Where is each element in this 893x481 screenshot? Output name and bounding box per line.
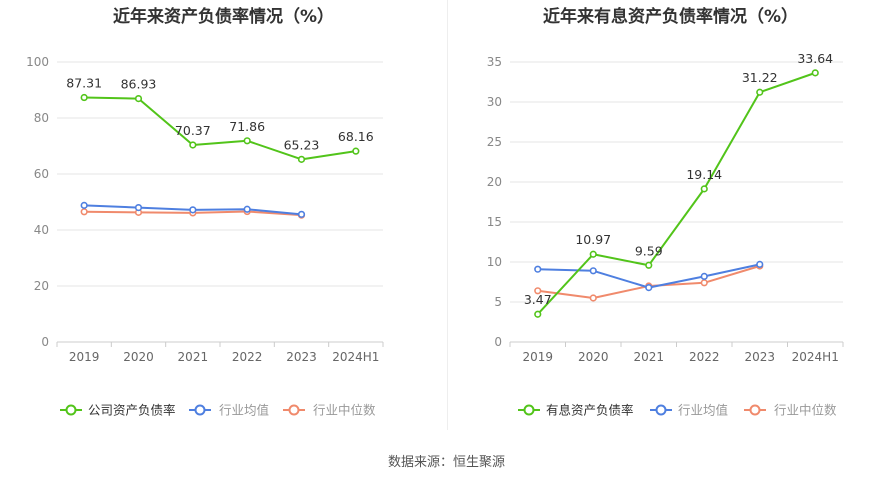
- x-tick-label: 2021: [178, 350, 209, 364]
- y-tick-label: 80: [34, 111, 49, 125]
- data-label: 86.93: [121, 77, 157, 92]
- legend-marker-0: [523, 404, 535, 416]
- line-chart-interest-bearing-debt-ratio: 0 5 10 15 20 25 30 35 2019 2020 2021 2022 2023 2024H1…: [487, 51, 844, 418]
- data-point: [700, 272, 708, 281]
- x-tick-label: 2022: [689, 350, 720, 364]
- data-point: [80, 208, 88, 216]
- data-point: [645, 261, 653, 269]
- data-point: [189, 206, 197, 214]
- data-label: 65.23: [284, 137, 320, 152]
- data-point: [134, 94, 143, 103]
- data-label: 10.97: [575, 232, 611, 247]
- data-point: [80, 201, 88, 209]
- data-label: 68.16: [338, 129, 374, 144]
- chart-title: 近年来资产负债率情况（%）: [112, 7, 335, 27]
- x-tick-label: 2023: [286, 350, 317, 364]
- data-point: [645, 284, 653, 292]
- legend-label-1: 行业均值: [219, 403, 269, 418]
- x-tick-label: 2020: [123, 350, 154, 364]
- y-tick-label: 25: [487, 135, 502, 149]
- legend-label-1: 行业均值: [678, 403, 728, 418]
- data-point: [134, 204, 143, 212]
- line-chart-debt-ratio: 0 20 40 60 80 100 2019 2020 2021 2022 2023 2024H1 87…: [26, 55, 384, 418]
- y-tick-label: 35: [487, 55, 502, 69]
- data-source-note: 数据来源：恒生聚源: [387, 455, 505, 470]
- y-tick-label: 60: [34, 167, 49, 181]
- data-point: [297, 210, 306, 218]
- data-point: [756, 260, 764, 269]
- data-point: [352, 147, 360, 155]
- panel-divider: [447, 0, 448, 430]
- legend-marker-1: [194, 404, 206, 416]
- x-tick-label: 2020: [578, 350, 609, 364]
- data-label: 19.14: [686, 167, 722, 182]
- data-point: [811, 69, 819, 77]
- data-label: 31.22: [742, 70, 778, 85]
- chart-panel-interest-bearing-debt-ratio: 近年来有息资产负债率情况（%） 0 5 10 15 20 25 30 35 2019 2020 20…: [448, 0, 893, 440]
- data-point: [700, 279, 708, 287]
- series-line-0: [84, 96, 356, 161]
- y-tick-label: 0: [494, 335, 502, 349]
- y-tick-label: 5: [494, 295, 502, 309]
- data-point: [534, 287, 542, 295]
- data-point: [589, 294, 597, 302]
- legend-marker-2: [749, 404, 761, 416]
- x-tick-label: 2019: [69, 350, 100, 364]
- legend-marker-1: [655, 404, 667, 416]
- x-tick-label: 2023: [744, 350, 775, 364]
- y-tick-label: 20: [487, 175, 502, 189]
- data-label: 87.31: [66, 76, 102, 91]
- data-label: 9.59: [635, 243, 663, 258]
- legend-marker-0: [65, 404, 77, 416]
- data-label: 33.64: [797, 51, 833, 66]
- y-tick-label: 0: [41, 335, 49, 349]
- data-point: [189, 141, 197, 149]
- chart-panel-debt-ratio: 近年来资产负债率情况（%） 0 20 40 60 80 100 2019 2020 2021 20…: [0, 0, 447, 440]
- legend-label-0: 有息资产负债率: [546, 403, 634, 418]
- data-point: [243, 205, 251, 213]
- x-tick-label: 2021: [633, 350, 664, 364]
- x-tick-label: 2024H1: [792, 350, 839, 364]
- data-point: [700, 185, 708, 193]
- data-label: 71.86: [229, 119, 265, 134]
- y-tick-label: 100: [26, 55, 49, 69]
- y-tick-label: 20: [34, 279, 49, 293]
- data-label: 70.37: [175, 123, 211, 138]
- x-tick-label: 2019: [522, 350, 553, 364]
- legend-marker-2: [288, 404, 300, 416]
- data-point: [243, 137, 251, 145]
- data-point: [589, 267, 597, 275]
- data-point: [297, 155, 306, 163]
- series-line-0: [537, 71, 816, 315]
- y-tick-label: 15: [487, 215, 502, 229]
- y-tick-label: 10: [487, 255, 502, 269]
- data-point: [80, 93, 88, 102]
- x-tick-label: 2024H1: [332, 350, 379, 364]
- legend-label-0: 公司资产负债率: [88, 403, 176, 418]
- y-tick-label: 40: [34, 223, 49, 237]
- x-tick-label: 2022: [232, 350, 263, 364]
- data-point: [534, 265, 542, 273]
- chart-title: 近年来有息资产负债率情况（%）: [542, 7, 799, 27]
- legend-label-2: 行业中位数: [774, 403, 837, 418]
- data-point: [756, 88, 764, 96]
- legend-label-2: 行业中位数: [313, 403, 376, 418]
- data-point: [589, 250, 597, 258]
- data-label: 3.47: [524, 292, 552, 307]
- data-point: [534, 310, 542, 318]
- y-tick-label: 30: [487, 95, 502, 109]
